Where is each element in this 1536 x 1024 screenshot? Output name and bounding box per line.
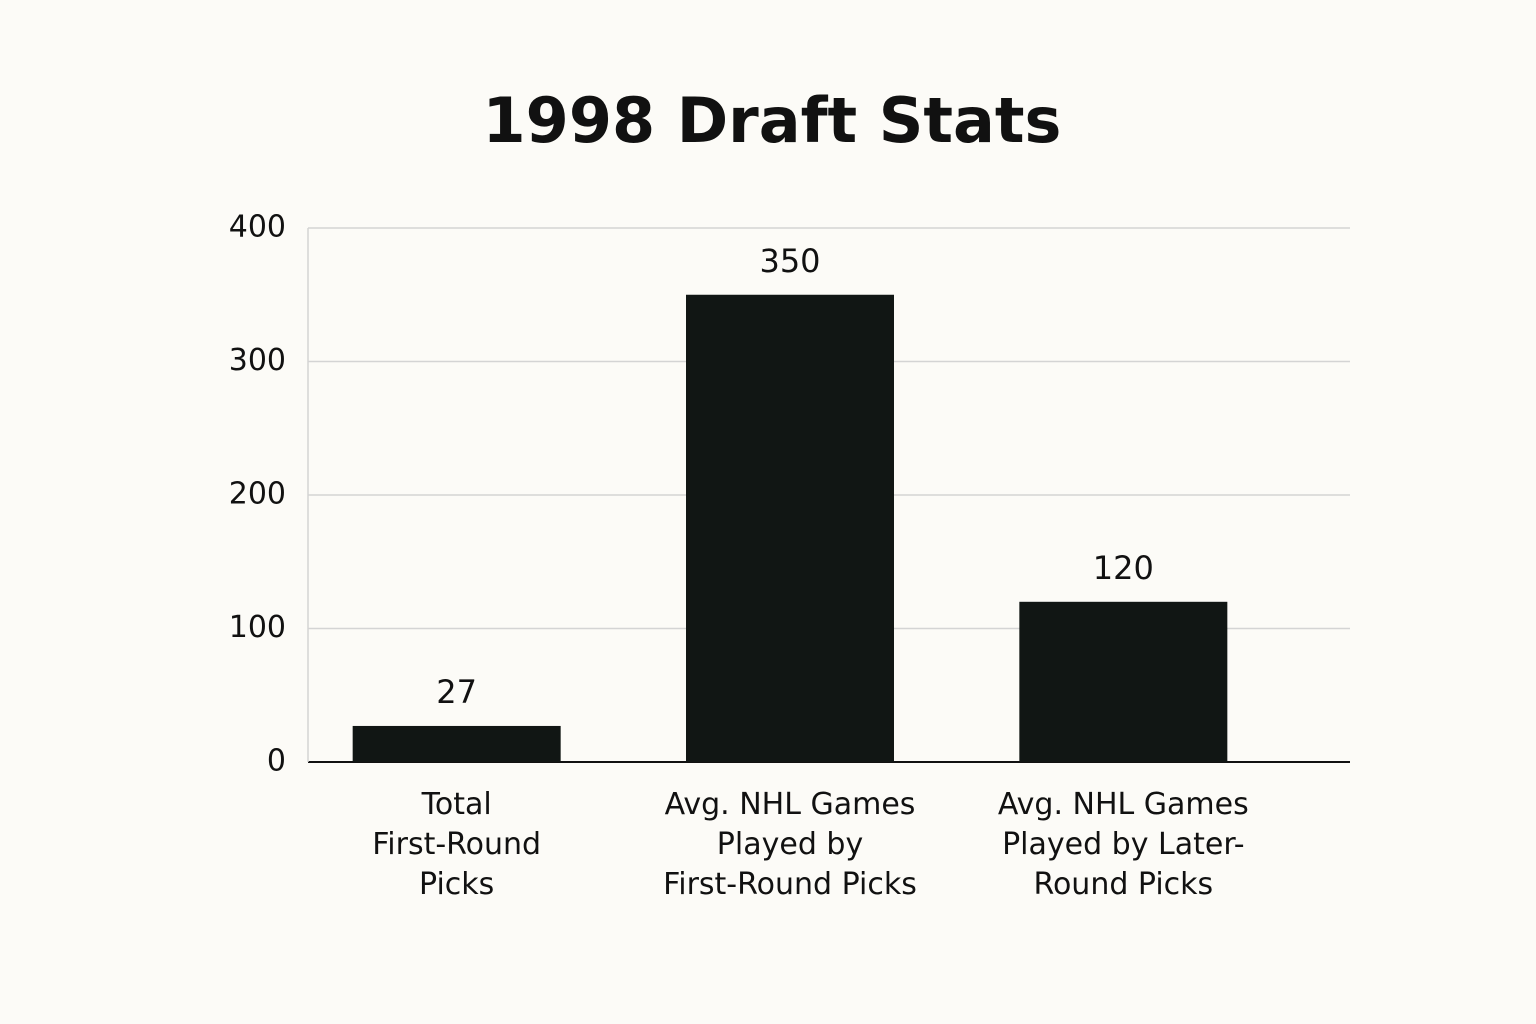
x-tick-label: Total First-Round Picks [372,787,541,902]
bar [352,725,561,762]
x-tick-label: Avg. NHL Games Played by First-Round Picks [663,787,917,902]
y-tick-label: 0 [267,744,286,779]
value-label: 350 [759,242,820,280]
chart-title: 1998 Draft Stats [483,84,1062,157]
bar [1019,601,1228,762]
y-tick-label: 400 [229,210,286,245]
y-tick-label: 200 [229,477,286,512]
y-tick-label: 100 [229,610,286,645]
y-tick-label: 300 [229,343,286,378]
bar [686,294,894,762]
value-label: 120 [1093,549,1154,587]
x-tick-label: Avg. NHL Games Played by Later-Round Pick… [998,787,1249,902]
value-label: 27 [436,673,477,711]
